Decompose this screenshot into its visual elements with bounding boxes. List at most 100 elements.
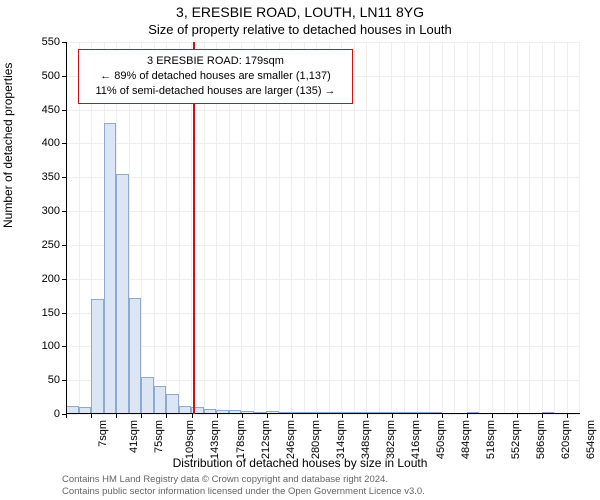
y-axis-line <box>66 42 67 414</box>
ytick-label: 400 <box>24 137 60 149</box>
gridline-v <box>542 42 543 414</box>
xtick-mark <box>317 414 318 418</box>
gridline-h <box>66 414 580 415</box>
xtick-label: 109sqm <box>184 420 196 459</box>
xtick-label: 518sqm <box>485 420 497 459</box>
xtick-mark <box>542 414 543 418</box>
gridline-v <box>366 42 367 414</box>
ytick-label: 50 <box>24 374 60 386</box>
footer-line-2: Contains public sector information licen… <box>62 486 425 498</box>
xtick-mark <box>367 414 368 418</box>
gridline-v <box>554 42 555 414</box>
ytick-label: 450 <box>24 104 60 116</box>
title-sub: Size of property relative to detached ho… <box>0 22 600 37</box>
xtick-label: 314sqm <box>335 420 347 459</box>
xtick-mark <box>166 414 167 418</box>
xtick-mark <box>66 414 67 418</box>
gridline-h <box>66 110 580 111</box>
xtick-label: 75sqm <box>153 420 165 453</box>
xtick-label: 348sqm <box>360 420 372 459</box>
xtick-label: 178sqm <box>235 420 247 459</box>
histogram-bar <box>116 174 129 414</box>
info-line-3: 11% of semi-detached houses are larger (… <box>85 84 346 99</box>
gridline-v <box>579 42 580 414</box>
histogram-bar <box>91 299 104 414</box>
histogram-bar <box>154 386 167 414</box>
xtick-mark <box>567 414 568 418</box>
xtick-label: 552sqm <box>510 420 522 459</box>
footer-line-1: Contains HM Land Registry data © Crown c… <box>62 474 425 486</box>
xtick-mark <box>91 414 92 418</box>
xtick-mark <box>392 414 393 418</box>
plot-area: 3 ERESBIE ROAD: 179sqm ← 89% of detached… <box>66 42 580 414</box>
histogram-bar <box>141 377 154 414</box>
gridline-h <box>66 346 580 347</box>
gridline-h <box>66 245 580 246</box>
xtick-label: 212sqm <box>260 420 272 459</box>
xtick-mark <box>217 414 218 418</box>
xtick-label: 280sqm <box>310 420 322 459</box>
gridline-v <box>467 42 468 414</box>
chart-container: 3, ERESBIE ROAD, LOUTH, LN11 8YG Size of… <box>0 0 600 500</box>
ytick-label: 300 <box>24 205 60 217</box>
gridline-h <box>66 42 580 43</box>
xtick-label: 143sqm <box>209 420 221 459</box>
xtick-mark <box>442 414 443 418</box>
gridline-v <box>567 42 568 414</box>
xtick-mark <box>116 414 117 418</box>
gridline-v <box>479 42 480 414</box>
gridline-v <box>429 42 430 414</box>
xtick-mark <box>141 414 142 418</box>
xtick-label: 484sqm <box>460 420 472 459</box>
gridline-v <box>404 42 405 414</box>
xtick-label: 7sqm <box>97 420 109 447</box>
ytick-label: 150 <box>24 307 60 319</box>
histogram-bar <box>166 394 179 414</box>
xtick-mark <box>467 414 468 418</box>
info-line-1: 3 ERESBIE ROAD: 179sqm <box>85 54 346 69</box>
ytick-label: 200 <box>24 273 60 285</box>
y-axis-label: Number of detached properties <box>1 63 15 228</box>
xtick-label: 382sqm <box>385 420 397 459</box>
gridline-v <box>417 42 418 414</box>
ytick-label: 550 <box>24 36 60 48</box>
ytick-label: 0 <box>24 408 60 420</box>
xtick-mark <box>417 414 418 418</box>
xtick-label: 41sqm <box>128 420 140 453</box>
gridline-v <box>354 42 355 414</box>
footer: Contains HM Land Registry data © Crown c… <box>62 474 425 498</box>
histogram-bar <box>104 123 117 414</box>
histogram-bar <box>129 298 142 414</box>
gridline-h <box>66 211 580 212</box>
xtick-label: 450sqm <box>435 420 447 459</box>
ytick-label: 350 <box>24 171 60 183</box>
gridline-h <box>66 177 580 178</box>
xtick-label: 416sqm <box>410 420 422 459</box>
gridline-v <box>391 42 392 414</box>
ytick-label: 100 <box>24 340 60 352</box>
xtick-label: 620sqm <box>561 420 573 459</box>
gridline-v <box>529 42 530 414</box>
gridline-v <box>454 42 455 414</box>
xtick-mark <box>192 414 193 418</box>
gridline-h <box>66 143 580 144</box>
title-main: 3, ERESBIE ROAD, LOUTH, LN11 8YG <box>0 4 600 20</box>
xtick-mark <box>242 414 243 418</box>
gridline-v <box>504 42 505 414</box>
gridline-h <box>66 279 580 280</box>
ytick-label: 250 <box>24 239 60 251</box>
gridline-v <box>517 42 518 414</box>
gridline-v <box>379 42 380 414</box>
xtick-mark <box>292 414 293 418</box>
xtick-mark <box>517 414 518 418</box>
xtick-mark <box>267 414 268 418</box>
x-axis-line <box>66 413 580 414</box>
xtick-mark <box>342 414 343 418</box>
xtick-label: 654sqm <box>586 420 598 459</box>
info-line-2: ← 89% of detached houses are smaller (1,… <box>85 69 346 84</box>
gridline-h <box>66 313 580 314</box>
gridline-v <box>492 42 493 414</box>
ytick-label: 500 <box>24 70 60 82</box>
xtick-mark <box>492 414 493 418</box>
xtick-label: 246sqm <box>285 420 297 459</box>
